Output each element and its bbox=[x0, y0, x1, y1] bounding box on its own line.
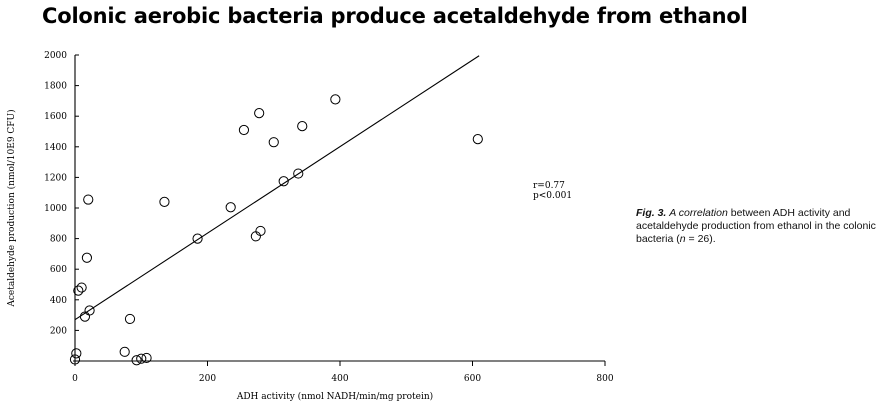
figure-caption: Fig. 3. A correlation between ADH activi… bbox=[636, 207, 876, 246]
y-tick-label: 2000 bbox=[44, 51, 67, 61]
figure-caption-text: A correlation between ADH activity and a… bbox=[636, 207, 876, 245]
data-point bbox=[159, 196, 170, 207]
stat-annotation: p<0.001 bbox=[533, 191, 572, 201]
caption-text-part: = 26). bbox=[685, 233, 716, 245]
x-tick-label: 800 bbox=[596, 374, 613, 384]
stat-annotation: r=0.77 bbox=[533, 181, 565, 191]
data-point bbox=[254, 108, 265, 119]
data-point bbox=[225, 202, 236, 213]
x-tick-label: 400 bbox=[331, 374, 348, 384]
data-point bbox=[297, 121, 308, 132]
data-point bbox=[83, 194, 94, 205]
x-axis-ticks: 0 200 400 600 800 bbox=[72, 361, 614, 384]
y-tick-label: 1400 bbox=[44, 143, 67, 153]
y-axis-label: Acetaldehyde production (nmol/10E9 CFU) bbox=[6, 109, 17, 307]
data-points bbox=[69, 94, 483, 366]
chart-axes bbox=[73, 55, 605, 363]
x-tick-label: 0 bbox=[72, 374, 78, 384]
data-point bbox=[69, 354, 81, 365]
data-point bbox=[330, 94, 341, 105]
data-point bbox=[255, 225, 266, 237]
data-point bbox=[124, 313, 136, 325]
y-tick-label: 200 bbox=[50, 326, 67, 336]
data-point bbox=[278, 176, 289, 187]
data-point bbox=[250, 231, 261, 242]
data-point bbox=[73, 285, 84, 296]
x-tick-label: 600 bbox=[464, 374, 481, 384]
caption-text-part: A bbox=[669, 207, 679, 219]
data-point bbox=[136, 353, 147, 364]
data-point bbox=[84, 305, 95, 316]
figure-label: Fig. 3. bbox=[636, 207, 667, 219]
caption-text-part: correlation bbox=[678, 207, 728, 219]
caption-text-part: n bbox=[679, 233, 686, 245]
data-point bbox=[192, 233, 203, 244]
data-point bbox=[71, 348, 82, 359]
data-point bbox=[141, 352, 152, 364]
y-tick-label: 1600 bbox=[44, 112, 67, 122]
y-tick-label: 1800 bbox=[44, 82, 67, 92]
x-tick-label: 200 bbox=[199, 374, 216, 384]
data-point bbox=[131, 355, 142, 366]
slide-title: Colonic aerobic bacteria produce acetald… bbox=[42, 4, 748, 28]
y-tick-label: 600 bbox=[50, 265, 67, 275]
data-point bbox=[76, 282, 87, 293]
stat-annotations: r=0.77p<0.001 bbox=[533, 181, 572, 201]
data-point bbox=[293, 168, 304, 179]
data-point bbox=[472, 134, 483, 145]
x-axis-label: ADH activity (nmol NADH/min/mg protein) bbox=[236, 391, 433, 402]
data-point bbox=[238, 124, 250, 136]
y-axis-ticks: 200 400 600 800 1000 1200 1400 1600 1800 2000 bbox=[44, 51, 79, 336]
data-point bbox=[268, 137, 279, 148]
caption-text-part: between ADH activity and acetaldehyde pr… bbox=[636, 207, 876, 245]
y-tick-label: 1200 bbox=[44, 173, 67, 183]
y-tick-label: 1000 bbox=[44, 204, 67, 214]
y-tick-label: 800 bbox=[50, 235, 67, 245]
data-point bbox=[119, 346, 130, 357]
regression-line bbox=[74, 55, 480, 321]
y-tick-label: 400 bbox=[50, 296, 67, 306]
data-point bbox=[81, 252, 93, 263]
